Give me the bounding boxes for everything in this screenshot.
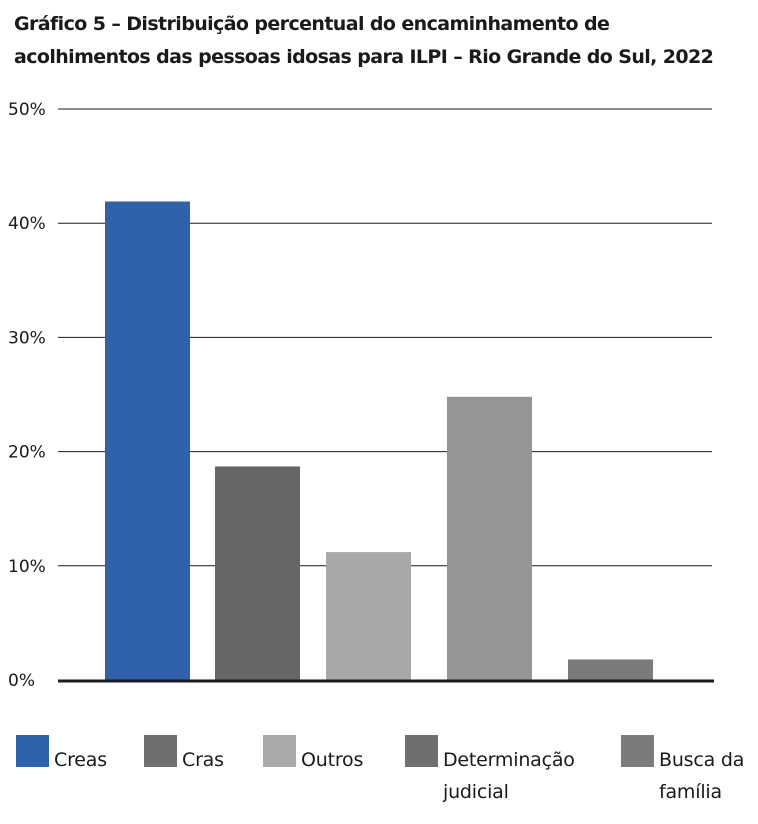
legend-item: Busca da família [621, 735, 744, 808]
legend-label: Creas [54, 749, 107, 771]
y-tick-label: 20% [8, 443, 46, 463]
y-tick-label: 40% [8, 214, 46, 234]
legend-swatch [263, 735, 296, 767]
bar [568, 659, 653, 680]
bar [215, 466, 300, 680]
bar [447, 396, 532, 680]
legend-label: Cras [182, 749, 224, 771]
chart-title: Gráfico 5 – Distribuição percentual do e… [14, 13, 714, 68]
legend-swatch [144, 735, 177, 767]
y-tick-label: 50% [8, 100, 46, 120]
legend-item: Outros [263, 735, 363, 776]
legend-item: Creas [16, 735, 107, 776]
legend-swatch [621, 735, 654, 767]
legend-swatch [16, 735, 49, 767]
legend-item: Determinação judicial [405, 735, 575, 808]
y-tick-label: 0% [8, 671, 35, 691]
y-axis-tick-labels: 0% 10% 20% 30% 40% 50% [8, 100, 46, 691]
legend-label: Outros [301, 749, 364, 771]
bar [326, 552, 411, 680]
y-tick-label: 10% [8, 557, 46, 577]
bars [105, 201, 653, 680]
y-tick-label: 30% [8, 328, 46, 348]
legend-label: Busca da família [659, 749, 745, 803]
legend-item: Cras [144, 735, 224, 776]
legend-swatch [405, 735, 438, 767]
legend-label: Determinação judicial [443, 749, 575, 803]
bar [105, 201, 190, 680]
